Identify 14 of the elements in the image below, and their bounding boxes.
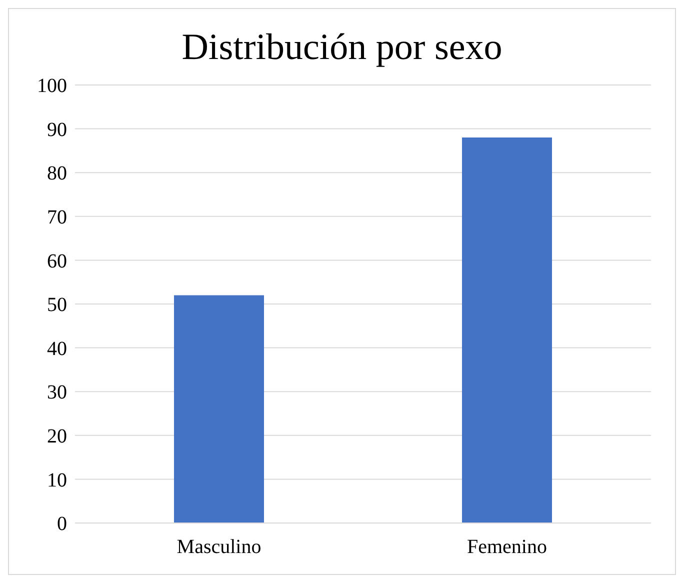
y-tick-label: 70 [47,206,67,228]
y-tick-label: 40 [47,338,67,360]
x-tick-label: Femenino [467,536,547,558]
y-tick-label: 100 [37,75,67,98]
y-tick-label: 90 [47,118,67,141]
x-tick-label: Masculino [176,536,262,558]
y-tick-label: 10 [47,469,67,492]
y-tick-label: 30 [47,382,67,404]
y-tick-label: 20 [47,426,67,448]
y-tick-label: 50 [47,294,67,316]
y-tick-label: 60 [47,250,67,272]
y-tick-label: 80 [47,162,67,185]
y-tick-label: 0 [57,513,67,536]
chart-title: Distribución por sexo [180,26,504,70]
